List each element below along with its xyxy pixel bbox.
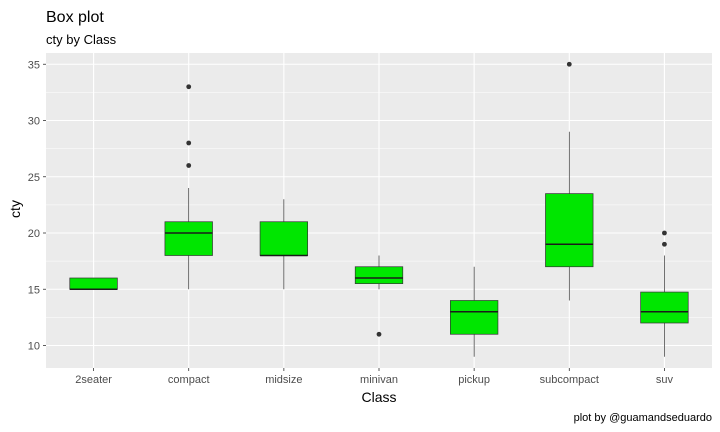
box-suv xyxy=(640,230,689,357)
box-iqr xyxy=(354,266,404,284)
outlier-point xyxy=(186,163,192,168)
y-tick-label: 25 xyxy=(28,172,40,184)
chart-caption: plot by @guamandseduardo xyxy=(574,412,712,424)
y-axis-ticks: 10 15 20 25 30 35 xyxy=(28,59,46,353)
box-pickup xyxy=(450,266,499,357)
outlier-point xyxy=(186,140,192,146)
outlier-point xyxy=(376,331,382,337)
box-iqr xyxy=(545,193,594,268)
box-iqr xyxy=(640,291,689,324)
x-tick-label: compact xyxy=(168,374,210,386)
boxes-layer xyxy=(69,61,689,357)
box-iqr xyxy=(259,221,308,256)
y-tick-label: 30 xyxy=(28,116,40,128)
box-compact xyxy=(164,84,213,290)
x-axis-title: Class xyxy=(361,389,396,405)
chart-subtitle: cty by Class xyxy=(46,32,117,47)
y-axis-title: cty xyxy=(7,200,23,218)
outlier-point xyxy=(662,241,667,247)
y-tick-label: 20 xyxy=(28,228,40,240)
box-2seater xyxy=(69,277,118,291)
x-axis-ticks: 2seater compact midsize minivan pickup subcom… xyxy=(75,368,673,386)
x-tick-label: 2seater xyxy=(75,374,112,386)
outlier-point xyxy=(186,84,192,90)
y-tick-label: 35 xyxy=(28,59,40,71)
x-tick-label: pickup xyxy=(458,374,490,386)
chart-title: Box plot xyxy=(46,9,104,26)
box-iqr xyxy=(69,277,118,290)
x-tick-label: suv xyxy=(656,374,674,386)
outlier-point xyxy=(662,230,667,236)
box-subcompact xyxy=(545,61,594,301)
y-tick-label: 15 xyxy=(28,284,40,296)
y-tick-label: 10 xyxy=(28,341,40,353)
x-tick-label: minivan xyxy=(360,374,398,386)
box-iqr xyxy=(164,221,213,256)
box-minivan xyxy=(354,255,404,337)
x-tick-label: subcompact xyxy=(540,374,599,386)
box-iqr xyxy=(450,300,499,335)
box-midsize xyxy=(259,199,308,290)
outlier-point xyxy=(566,61,572,67)
x-tick-label: midsize xyxy=(265,374,302,386)
